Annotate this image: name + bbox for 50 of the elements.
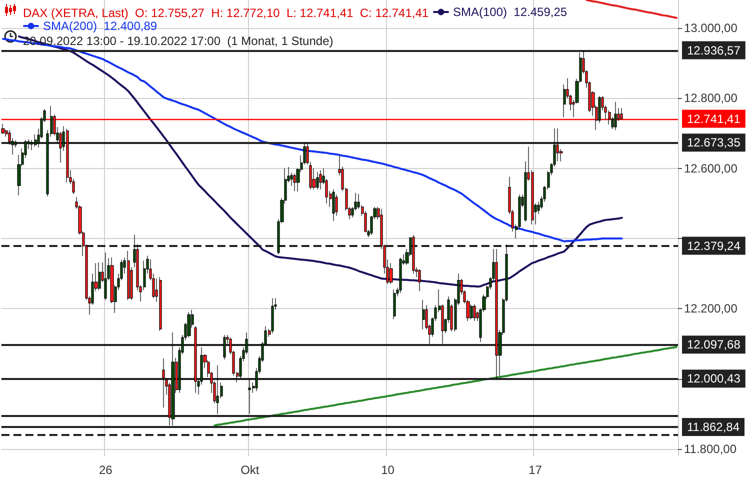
candlestick <box>473 304 476 322</box>
y-tick-label: 12.600,00 <box>684 161 738 176</box>
candlestick <box>104 252 107 300</box>
candlestick <box>418 269 421 292</box>
candlestick <box>412 234 415 274</box>
ref-line-label: 12.741,41 <box>687 112 741 126</box>
candlestick <box>319 170 322 190</box>
x-tick-label: 26 <box>98 463 113 477</box>
legend-label: SMA(100) 12.459,25 <box>453 5 568 19</box>
candlestick <box>495 248 498 380</box>
candlestick <box>98 262 101 290</box>
line-series <box>214 346 678 426</box>
ref-line-label: 11.862,84 <box>687 420 740 434</box>
candlestick <box>127 250 130 300</box>
candlestick <box>422 300 425 330</box>
candlestick <box>223 334 226 360</box>
y-tick-label: 13.000,00 <box>684 21 738 36</box>
candlestick <box>194 326 197 394</box>
candlestick <box>399 258 402 294</box>
ref-line-label: 12.936,57 <box>687 43 741 58</box>
candlestick <box>271 298 274 334</box>
y-tick-label: 12.800,00 <box>684 91 738 106</box>
line-series <box>18 35 623 288</box>
candlestick <box>216 364 219 414</box>
line-series <box>586 0 678 19</box>
candlestick <box>171 332 175 426</box>
candlestick <box>393 289 396 320</box>
candlestick <box>187 312 191 338</box>
ref-line-label: 12.379,24 <box>687 238 741 253</box>
candlestick <box>1 124 5 134</box>
y-tick-label: 11.800,00 <box>684 442 737 456</box>
candlestick <box>316 172 319 190</box>
legend-label: SMA(200) 12.400,89 <box>43 19 158 33</box>
text: DAX (XETRA, Last) O: 12.755,27 H: 12.772,10 L: 12.741,41 C: 12.741,41 <box>23 6 429 20</box>
candlestick <box>620 108 623 120</box>
candlestick <box>248 378 251 414</box>
x-tick-label: 10 <box>381 463 395 477</box>
candlestick <box>159 276 162 332</box>
y-tick-label: 12.200,00 <box>684 302 738 316</box>
candlestick <box>470 304 473 320</box>
candlestick <box>66 128 69 183</box>
candlestick <box>332 189 335 222</box>
candlestick <box>162 358 165 408</box>
ref-line-label: 12.000,43 <box>687 372 741 386</box>
candlestick <box>389 262 393 284</box>
candlestick <box>614 101 617 130</box>
x-tick-label: Okt <box>240 463 260 477</box>
x-tick-label: 17 <box>528 463 542 477</box>
ref-line-label: 12.097,68 <box>687 338 741 352</box>
ref-line-label: 12.673,35 <box>687 136 741 150</box>
